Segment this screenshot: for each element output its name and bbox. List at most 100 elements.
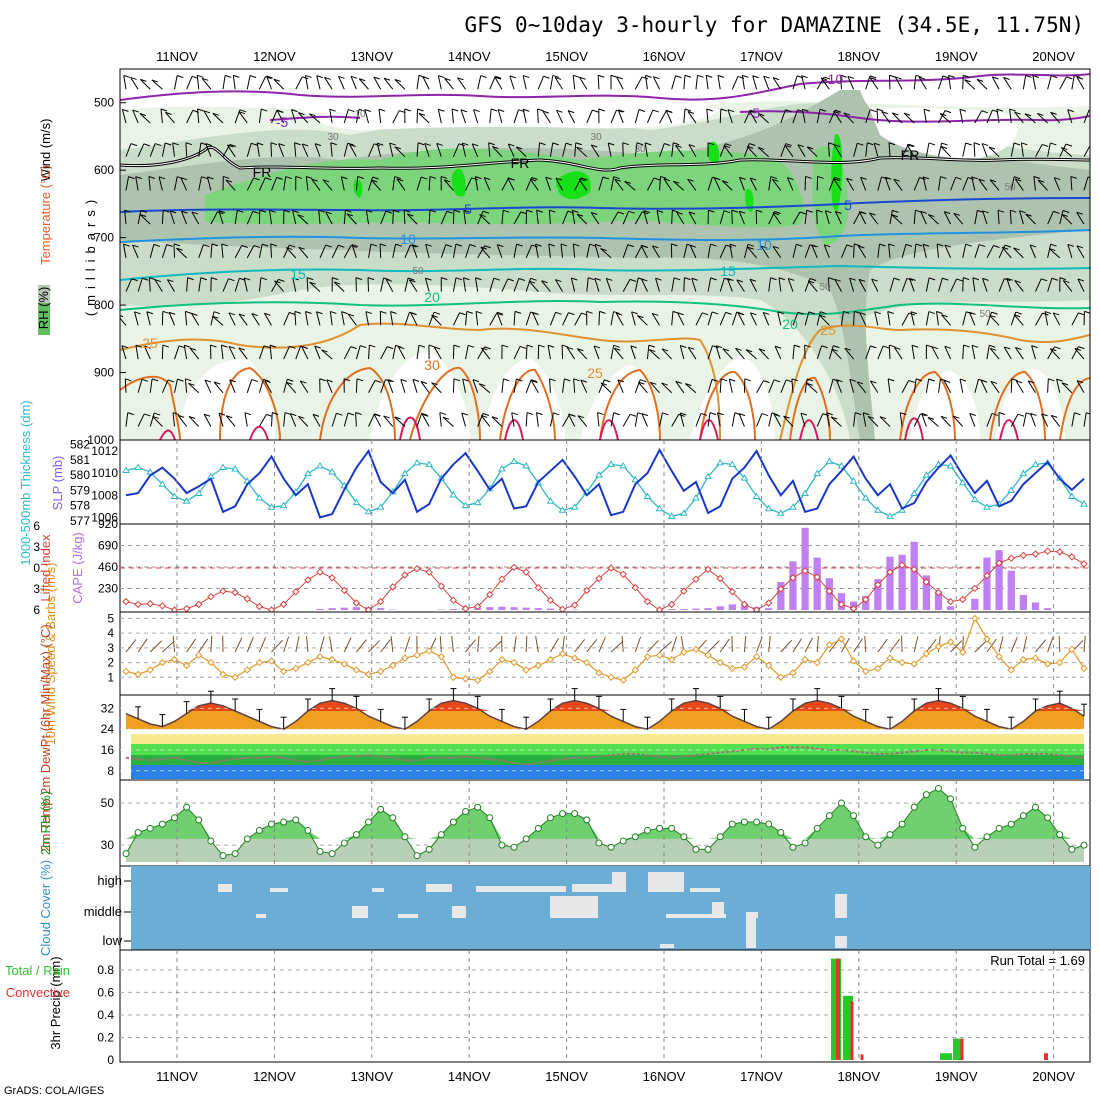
- wind-barb-flag: [1048, 378, 1055, 382]
- wind-barb: [380, 346, 388, 360]
- wind-barb: [816, 109, 821, 124]
- wind-barb: [437, 109, 442, 124]
- wind-barb: [913, 378, 917, 393]
- wind-barb: [452, 378, 455, 393]
- wind-barb-flag: [365, 311, 373, 315]
- wind-barb-flag: [953, 212, 960, 216]
- wind-barb-flag: [758, 113, 765, 117]
- wind-barb-flag: [503, 378, 510, 382]
- wind-barb-flag: [493, 277, 500, 281]
- wind-barb: [1014, 111, 1024, 124]
- wind-barb: [763, 75, 770, 90]
- wind-barb-flag: [394, 176, 401, 180]
- wind-marker: [619, 676, 627, 684]
- wind-marker: [461, 675, 470, 683]
- wind-barb: [647, 177, 655, 191]
- lifted-marker: [352, 599, 361, 607]
- wind-barb: [258, 414, 267, 427]
- lifted-marker: [328, 574, 336, 582]
- wind-barb: [475, 311, 479, 326]
- wind-barb: [383, 77, 394, 90]
- surface-barb: [780, 639, 793, 653]
- wind-barb-flag: [676, 211, 683, 215]
- wind-barb-flag: [532, 312, 539, 315]
- lifted-marker: [886, 568, 894, 576]
- wind-barb-flag: [573, 74, 580, 78]
- wind-barb: [576, 213, 588, 225]
- wind-barb-flag: [796, 243, 803, 247]
- wind-barb: [350, 76, 357, 90]
- wind-barb-flag: [806, 209, 813, 213]
- wind-barb-flag: [1084, 310, 1090, 314]
- wind-barb: [719, 312, 727, 326]
- wind-barb-flag: [172, 412, 180, 416]
- temp-tick: 32: [101, 701, 115, 715]
- wind-barb-flag: [915, 243, 923, 247]
- wind-barb-flag: [846, 244, 853, 248]
- wind-barb-flag: [588, 277, 595, 281]
- wind-barb: [1071, 312, 1079, 326]
- wind-barb: [723, 145, 733, 157]
- wind-barb: [1010, 142, 1015, 157]
- wind-barb: [1070, 176, 1073, 191]
- wind-barb-flag: [270, 243, 277, 247]
- rh-contour-label: 30: [634, 144, 646, 155]
- wind-barb: [651, 313, 660, 326]
- wind-barb: [329, 311, 333, 326]
- wind-barb: [198, 142, 202, 157]
- wind-barb-flag: [462, 142, 469, 146]
- wind-barb: [394, 79, 406, 90]
- wind-barb-flag: [341, 311, 348, 315]
- thickness-label: 1000-500mb Thickness (dm): [18, 400, 33, 565]
- temp-minmax-bars: [135, 688, 1087, 730]
- wind-barb: [258, 177, 266, 191]
- thickness-marker: [425, 460, 434, 467]
- wind-barb: [614, 178, 624, 191]
- wind-barb: [437, 75, 442, 90]
- wind-barb: [125, 278, 133, 292]
- wind-barb: [227, 144, 236, 157]
- contour-label: -5: [748, 105, 761, 121]
- wind-barb-flag: [269, 209, 276, 213]
- wind-barb: [586, 109, 593, 124]
- wind-barb: [383, 415, 394, 427]
- wind-barb-flag: [591, 144, 598, 148]
- wind-barb-flag: [412, 378, 420, 382]
- wind-barb-flag: [482, 210, 490, 214]
- wind-barb-flag: [409, 279, 416, 283]
- rh-marker: [983, 833, 991, 841]
- wind-barb: [238, 313, 248, 326]
- wind-barb-flag: [720, 378, 728, 382]
- precip-bar: [850, 1001, 854, 1060]
- wind-barb-flag: [162, 310, 169, 314]
- wind-marker: [498, 655, 506, 664]
- cape-bar: [692, 608, 700, 610]
- wind-marker: [959, 648, 967, 656]
- wind-barb-flag: [977, 209, 984, 213]
- wind-barb: [989, 314, 1000, 326]
- rh-marker: [753, 818, 761, 826]
- wind-barb: [600, 248, 612, 259]
- wind-barb: [784, 144, 794, 157]
- wind-barb: [918, 77, 927, 90]
- precip-axis: 0.80.60.40.20: [97, 963, 114, 1067]
- wind-barb-flag: [305, 74, 312, 78]
- wind-barb-flag: [480, 246, 487, 250]
- wind-barb-flag: [484, 245, 491, 249]
- date-axis-top: 11NOV 12NOV 13NOV 14NOV 15NOV 16NOV 17NOV 18NOV…: [156, 49, 1075, 64]
- wind-barb-flag: [991, 311, 998, 315]
- wind-barb: [238, 347, 248, 360]
- wind-barb-flag: [1019, 210, 1026, 214]
- wind-barb-flag: [613, 412, 620, 416]
- wind-barb: [370, 179, 382, 191]
- cape-tick: 460: [98, 560, 118, 574]
- wind-barb-flag: [1029, 244, 1037, 248]
- wind-barb-flag: [394, 79, 402, 82]
- wind-barb-flag: [911, 344, 919, 348]
- wind-barb-flag: [341, 176, 348, 180]
- wind-barb: [816, 413, 824, 427]
- wind-barb-flag: [151, 79, 158, 83]
- wind-barb: [188, 416, 200, 427]
- wind-barb-flag: [747, 243, 755, 247]
